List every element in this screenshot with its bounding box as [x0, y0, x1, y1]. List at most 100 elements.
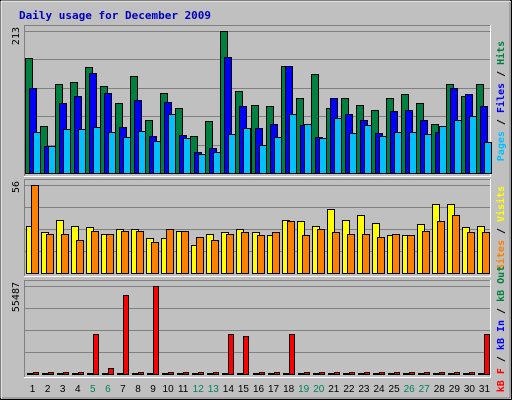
- axis-max-label: 56: [11, 181, 22, 193]
- bar-kb-f: [364, 372, 370, 375]
- day-label: 10: [163, 384, 175, 395]
- bar-sites: [302, 235, 310, 274]
- bar-pages: [304, 124, 312, 174]
- bar-sites: [347, 234, 355, 274]
- panel-2: 56 Sites / Visits: [11, 179, 507, 277]
- bar-kb-f: [63, 372, 69, 375]
- bar-pages: [138, 131, 146, 174]
- bar-pages: [243, 128, 251, 174]
- bar-pages: [349, 133, 357, 174]
- bar-kb-f: [183, 372, 189, 375]
- legend-part: kB F: [496, 368, 507, 392]
- day-label: 18: [283, 384, 295, 395]
- bar-pages: [454, 120, 462, 174]
- legend-part: /: [496, 222, 507, 240]
- bar-kb-f: [93, 334, 99, 375]
- day-label: 11: [178, 384, 189, 395]
- day-label: 22: [343, 384, 355, 395]
- bar-pages: [228, 134, 236, 174]
- bar-kb-f: [334, 372, 340, 375]
- day-label: 29: [449, 384, 461, 395]
- day-label: 14: [223, 384, 235, 395]
- bar-pages: [484, 142, 492, 174]
- bar-pages: [424, 134, 432, 174]
- day-label: 1: [30, 384, 36, 395]
- bar-pages: [334, 118, 342, 174]
- bar-kb-f: [274, 372, 280, 375]
- bar-sites: [136, 231, 144, 274]
- day-label: 7: [120, 384, 126, 395]
- bar-kb-f: [409, 372, 415, 375]
- legend-part: /: [496, 350, 507, 368]
- bar-kb-f: [213, 372, 219, 375]
- bar-sites: [422, 231, 430, 274]
- day-label: 5: [90, 384, 96, 395]
- bar-sites: [181, 231, 189, 274]
- day-label: 13: [208, 384, 220, 395]
- bar-kb-f: [469, 372, 475, 375]
- bar-pages: [168, 114, 176, 174]
- bar-kb-f: [289, 334, 295, 375]
- day-label: 15: [238, 384, 250, 395]
- legend-part: /: [496, 65, 507, 83]
- bar-pages: [198, 154, 206, 174]
- day-label: 8: [135, 384, 141, 395]
- bar-sites: [407, 235, 415, 274]
- panel-3: 55487 kB F / kB In / kB Out: [11, 266, 507, 392]
- bar-pages: [364, 125, 372, 174]
- day-label: 27: [419, 384, 431, 395]
- bar-sites: [482, 232, 490, 274]
- bar-pages: [394, 132, 402, 174]
- bar-pages: [469, 116, 477, 174]
- bar-pages: [319, 138, 327, 174]
- bar-kb-f: [138, 372, 144, 375]
- legend-part: Sites: [495, 240, 507, 270]
- bar-kb-f: [168, 372, 174, 375]
- bar-kb-f: [228, 334, 234, 375]
- day-label: 6: [105, 384, 111, 395]
- legend-part: Pages: [496, 131, 507, 161]
- bar-kb-f: [33, 372, 39, 375]
- day-labels: 1 2 3 4 5 6 7 8 9 10 11 12 13 14 15 16 17 18 19 20 21 22 23 24 2…: [30, 384, 491, 395]
- bar-pages: [183, 138, 191, 174]
- bar-sites: [151, 242, 159, 274]
- series-legend: kB F / kB In / kB Out: [496, 266, 507, 392]
- bar-sites: [166, 229, 174, 274]
- bar-kb-f: [379, 372, 385, 375]
- bar-sites: [31, 185, 39, 274]
- bar-sites: [91, 231, 99, 274]
- day-label: 9: [150, 384, 156, 395]
- day-label: 3: [60, 384, 66, 395]
- bar-pages: [259, 145, 267, 174]
- bar-kb-f: [424, 372, 430, 375]
- axis-max-label: 55487: [11, 282, 22, 312]
- day-label: 12: [193, 384, 205, 395]
- bar-sites: [272, 232, 280, 274]
- bar-kb-f: [319, 372, 325, 375]
- bar-sites: [211, 240, 219, 274]
- day-label: 23: [358, 384, 370, 395]
- bar-pages: [379, 136, 387, 174]
- bar-sites: [106, 234, 114, 274]
- bar-pages: [123, 137, 131, 174]
- bar-kb-f: [259, 372, 265, 375]
- bar-kb-f: [48, 372, 54, 375]
- day-label: 21: [328, 384, 340, 395]
- bar-sites: [287, 221, 295, 274]
- bar-kb-f: [394, 372, 400, 375]
- legend-part: /: [496, 302, 507, 320]
- bar-kb-f: [123, 295, 129, 375]
- series-legend: Pages / Files / Hits: [495, 41, 507, 161]
- bar-pages: [153, 141, 161, 174]
- bar-sites: [257, 235, 265, 274]
- bar-kb-f: [108, 368, 114, 375]
- bar-kb-f: [304, 372, 310, 375]
- legend-part: Visits: [495, 186, 507, 222]
- day-label: 28: [434, 384, 446, 395]
- day-label: 26: [404, 384, 416, 395]
- bar-pages: [289, 114, 297, 174]
- bar-kb-f: [484, 334, 490, 375]
- chart-title: Daily usage for December 2009: [19, 9, 211, 22]
